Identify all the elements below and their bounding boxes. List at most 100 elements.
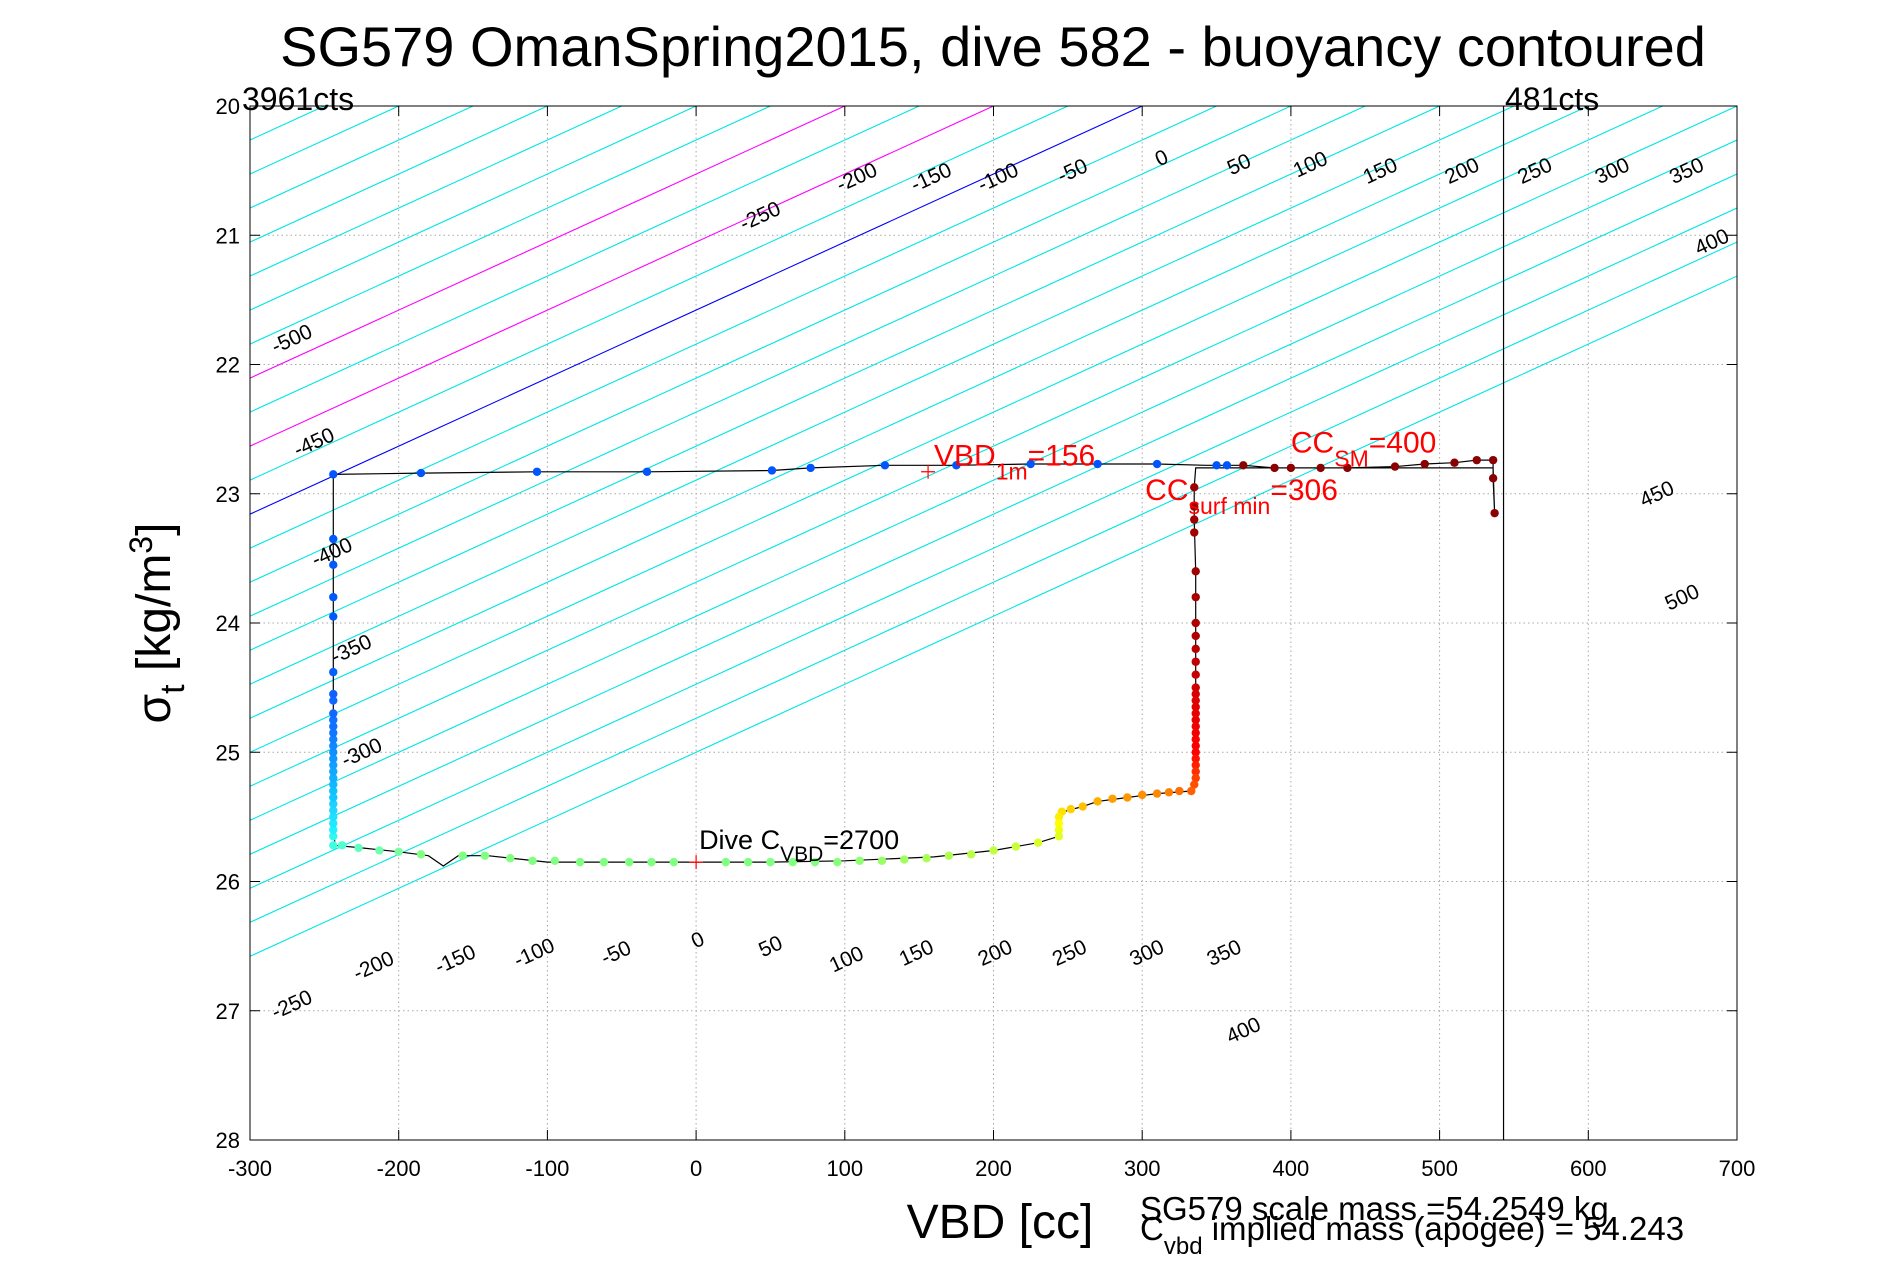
data-point xyxy=(329,780,338,789)
data-point xyxy=(329,715,338,725)
data-point xyxy=(1191,722,1200,731)
data-point xyxy=(458,851,467,860)
data-point xyxy=(1191,592,1200,602)
data-point xyxy=(1138,790,1147,800)
data-point xyxy=(669,857,678,867)
contour-line xyxy=(250,106,771,345)
data-point xyxy=(806,463,815,473)
contour-line xyxy=(250,106,1589,719)
implied-mass-label: Cvbd implied mass (apogee) = 54.243 xyxy=(1140,1210,1684,1260)
x-tick-label: 200 xyxy=(975,1156,1012,1181)
grid xyxy=(250,106,1737,1140)
data-point xyxy=(329,754,338,763)
data-point xyxy=(1078,802,1087,811)
contour-line-zero xyxy=(250,106,1143,515)
data-point xyxy=(1222,461,1232,470)
data-point xyxy=(1054,832,1064,841)
data-point xyxy=(743,857,753,867)
scale-mass-label: SG579 scale mass =54.2549 kg xyxy=(1140,1190,1609,1227)
data-point xyxy=(1390,462,1400,471)
data-point xyxy=(1450,458,1459,467)
data-point xyxy=(394,847,403,856)
data-point xyxy=(329,592,338,602)
buoyancy-contours xyxy=(250,106,1737,957)
data-point xyxy=(1123,793,1132,802)
data-point xyxy=(1191,644,1200,654)
implied-mass-subscript: vbd xyxy=(1164,1233,1203,1260)
annotation-subscript: surf min xyxy=(1189,493,1271,519)
y-axis-label-unit-close: ] xyxy=(128,523,181,536)
contour-line xyxy=(250,106,1366,617)
data-point xyxy=(1190,502,1199,511)
data-point xyxy=(1191,702,1200,712)
x-tick-label: 400 xyxy=(1273,1156,1310,1181)
data-point xyxy=(1190,515,1199,524)
data-point xyxy=(1212,461,1221,470)
data-point xyxy=(575,857,585,867)
contour-line xyxy=(250,106,1515,685)
data-point xyxy=(1093,459,1102,469)
data-point xyxy=(329,799,338,809)
contour-line xyxy=(250,106,1663,753)
data-point xyxy=(1175,786,1184,796)
data-point xyxy=(1191,773,1200,783)
x-tick-label: 700 xyxy=(1719,1156,1756,1181)
data-point xyxy=(550,856,560,866)
data-point xyxy=(329,741,338,750)
annotation-main: Dive C xyxy=(699,825,780,855)
x-tick-label: 600 xyxy=(1570,1156,1607,1181)
data-point xyxy=(1420,459,1429,469)
data-point xyxy=(966,850,976,859)
contour-line xyxy=(250,173,1737,855)
data-point xyxy=(1164,788,1174,797)
data-point xyxy=(329,832,338,841)
contour-line xyxy=(250,106,1737,787)
data-point xyxy=(1190,483,1199,492)
data-point xyxy=(1026,459,1035,469)
data-point xyxy=(329,767,338,776)
contour-line xyxy=(250,106,1292,583)
y-tick-label: 23 xyxy=(216,482,240,507)
y-tick-label: 27 xyxy=(216,999,240,1024)
data-point xyxy=(788,857,797,867)
data-point xyxy=(1316,463,1325,473)
data-point xyxy=(1190,780,1199,789)
annotation-value: =400 xyxy=(1369,426,1437,459)
data-point xyxy=(329,786,338,796)
profile-points xyxy=(329,455,1499,867)
data-point xyxy=(599,857,609,867)
annotation-main: CC xyxy=(1145,474,1188,507)
data-point xyxy=(1191,683,1200,692)
y-tick-label: 25 xyxy=(216,740,240,765)
data-point xyxy=(1191,715,1200,725)
data-point xyxy=(1152,789,1162,798)
data-point xyxy=(329,667,338,677)
data-point xyxy=(329,773,338,783)
y-tick-label: 24 xyxy=(216,611,240,636)
data-point xyxy=(329,812,338,822)
data-point xyxy=(329,728,338,738)
data-point xyxy=(1190,528,1199,537)
data-point xyxy=(1191,696,1200,705)
implied-mass-main: C xyxy=(1140,1210,1164,1247)
y-tick-label: 26 xyxy=(216,870,240,895)
y-axis-label-unit-superscript: 3 xyxy=(123,536,159,554)
data-point xyxy=(1093,797,1102,806)
axis-ticks: -300 -200 -100 0 100 200 300 400 500 600 700 20 21 22… xyxy=(216,94,1756,1181)
plus-marker xyxy=(689,855,704,870)
data-point xyxy=(944,851,954,860)
annotation-value: =2700 xyxy=(823,825,899,855)
data-point xyxy=(329,793,338,802)
data-point xyxy=(642,467,652,476)
data-point xyxy=(855,856,864,866)
data-point xyxy=(1152,459,1162,469)
plus-marker xyxy=(921,464,936,479)
chart-title: SG579 OmanSpring2015, dive 582 - buoyanc… xyxy=(280,15,1706,78)
contour-line-highlight xyxy=(250,106,846,379)
y-tick-label: 28 xyxy=(216,1128,240,1153)
data-point xyxy=(329,560,338,570)
corner-label-right: 481cts xyxy=(1505,81,1599,117)
y-axis-label-symbol: σ xyxy=(128,694,181,724)
x-tick-label: -200 xyxy=(377,1156,421,1181)
